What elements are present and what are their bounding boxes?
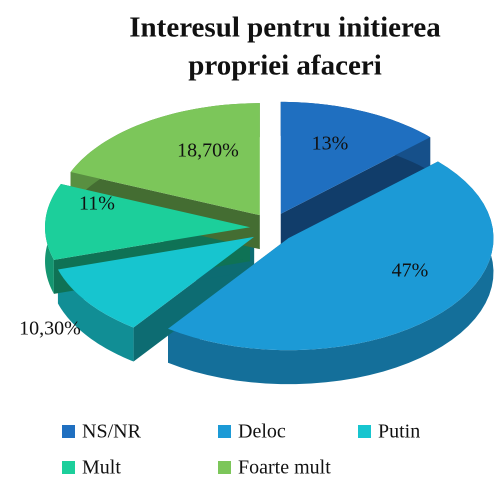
legend-label: Foarte mult bbox=[238, 457, 331, 479]
data-label: 11% bbox=[79, 193, 115, 215]
legend-swatch bbox=[62, 425, 75, 438]
legend-label: Mult bbox=[82, 457, 121, 479]
legend-swatch bbox=[218, 461, 231, 474]
slice-side bbox=[57, 269, 134, 362]
legend-swatch bbox=[358, 425, 371, 438]
data-label: 13% bbox=[312, 133, 349, 155]
legend-swatch bbox=[218, 425, 231, 438]
slice bbox=[45, 184, 251, 260]
data-label: 18,70% bbox=[177, 140, 239, 162]
slice bbox=[168, 161, 494, 351]
chart-title: Interesul pentru initierea bbox=[129, 12, 441, 44]
legend-label: Putin bbox=[378, 421, 420, 443]
slice bbox=[57, 236, 255, 328]
data-label: 47% bbox=[392, 260, 429, 282]
slice-side bbox=[280, 137, 431, 248]
legend-label: Deloc bbox=[238, 421, 286, 443]
legend-label: NS/NR bbox=[82, 421, 142, 443]
legend-swatch bbox=[62, 461, 75, 474]
slice-side bbox=[168, 161, 494, 385]
slice bbox=[280, 101, 431, 214]
data-label: 10,30% bbox=[19, 318, 81, 340]
chart-title: propriei afaceri bbox=[188, 50, 382, 82]
slice bbox=[70, 103, 260, 216]
